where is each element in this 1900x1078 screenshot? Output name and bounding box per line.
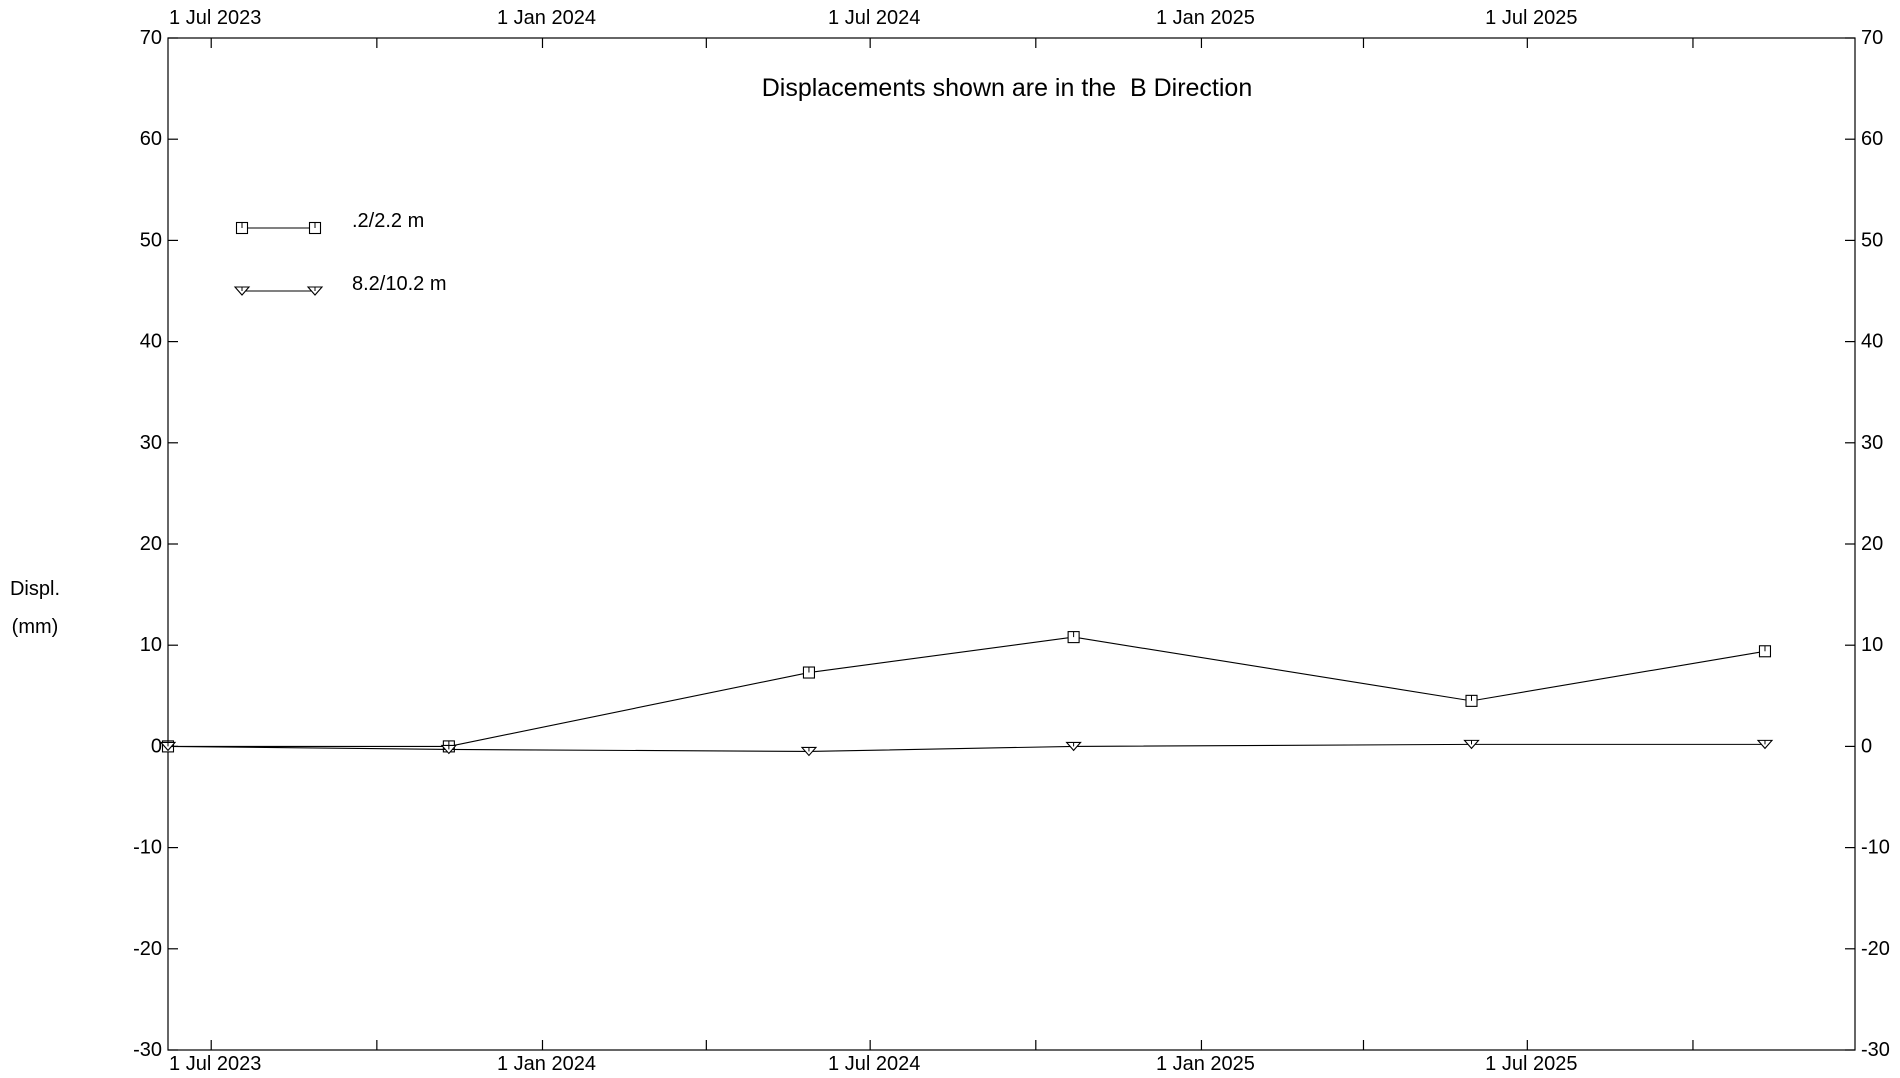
x-tick-label-top: 1 Jan 2025 bbox=[1156, 7, 1255, 29]
y-axes: 70 70 60 60 50 50 40 40 30 30 20 20 10 10 0 0 -10 -10 -20 -… bbox=[133, 27, 1890, 1061]
y-tick-label-right: 30 bbox=[1861, 432, 1883, 454]
data-point-triangle-down bbox=[159, 741, 177, 752]
y-axis-label-line1: Displ. bbox=[10, 578, 60, 600]
y-tick-label-right: 50 bbox=[1861, 229, 1883, 251]
y-tick-label-right: 70 bbox=[1861, 27, 1883, 49]
y-tick-label-right: 0 bbox=[1861, 735, 1872, 757]
data-point-triangle-down bbox=[440, 744, 458, 755]
x-tick-label-bottom: 1 Jan 2024 bbox=[497, 1053, 596, 1075]
y-axis-label-line2: (mm) bbox=[12, 616, 59, 638]
legend: .2/2.2 m 8.2/10.2 m bbox=[233, 210, 447, 296]
y-tick-label-right: -30 bbox=[1861, 1039, 1890, 1061]
legend-label: 8.2/10.2 m bbox=[352, 273, 447, 295]
series-line-square bbox=[168, 636, 1766, 747]
y-tick-label-right: -10 bbox=[1861, 837, 1890, 859]
plot-frame bbox=[167, 37, 1856, 1051]
legend-marker bbox=[235, 221, 249, 235]
data-point-triangle-down bbox=[800, 746, 818, 757]
data-point-square bbox=[1067, 631, 1080, 644]
y-tick-label-left: 40 bbox=[140, 331, 162, 353]
y-tick-label-left: 20 bbox=[140, 533, 162, 555]
y-tick-label-left: 30 bbox=[140, 432, 162, 454]
x-axes: 1 Jul 2023 1 Jul 2023 1 Jan 2024 1 Jan 2024… bbox=[169, 7, 1694, 1075]
data-point-square bbox=[1758, 645, 1772, 658]
data-point-triangle-down bbox=[1463, 739, 1480, 750]
y-tick-label-left: 70 bbox=[140, 27, 162, 49]
y-tick-label-right: 60 bbox=[1861, 128, 1883, 150]
x-tick-label-bottom: 1 Jul 2023 bbox=[169, 1053, 261, 1075]
y-tick-label-left: 0 bbox=[151, 735, 162, 757]
x-tick-label-bottom: 1 Jul 2025 bbox=[1485, 1053, 1577, 1075]
legend-marker bbox=[308, 221, 322, 235]
y-tick-label-right: 20 bbox=[1861, 533, 1883, 555]
y-tick-label-right: 40 bbox=[1861, 331, 1883, 353]
y-tick-label-right: -20 bbox=[1861, 938, 1890, 960]
data-point-square bbox=[1465, 694, 1478, 707]
chart-title: Displacements shown are in the B Directi… bbox=[762, 74, 1253, 102]
x-tick-label-bottom: 1 Jul 2024 bbox=[828, 1053, 920, 1075]
y-tick-label-left: -20 bbox=[133, 938, 162, 960]
data-point-triangle-down bbox=[1756, 739, 1774, 750]
x-tick-label-top: 1 Jul 2025 bbox=[1485, 7, 1577, 29]
legend-marker bbox=[233, 286, 251, 296]
legend-marker bbox=[306, 286, 324, 296]
y-tick-label-left: -10 bbox=[133, 837, 162, 859]
y-tick-label-left: 10 bbox=[140, 634, 162, 656]
data-point-square bbox=[802, 666, 816, 679]
legend-label: .2/2.2 m bbox=[352, 210, 424, 232]
data-point-triangle-down bbox=[1065, 741, 1082, 752]
x-tick-label-top: 1 Jul 2023 bbox=[169, 7, 261, 29]
y-tick-label-left: -30 bbox=[133, 1039, 162, 1061]
y-tick-label-left: 60 bbox=[140, 128, 162, 150]
x-tick-label-bottom: 1 Jan 2025 bbox=[1156, 1053, 1255, 1075]
series-group bbox=[159, 631, 1774, 757]
x-tick-label-top: 1 Jan 2024 bbox=[497, 7, 596, 29]
y-tick-label-right: 10 bbox=[1861, 634, 1883, 656]
y-tick-label-left: 50 bbox=[140, 229, 162, 251]
series-line-triangle-down bbox=[167, 743, 1765, 753]
x-tick-label-top: 1 Jul 2024 bbox=[828, 7, 920, 29]
